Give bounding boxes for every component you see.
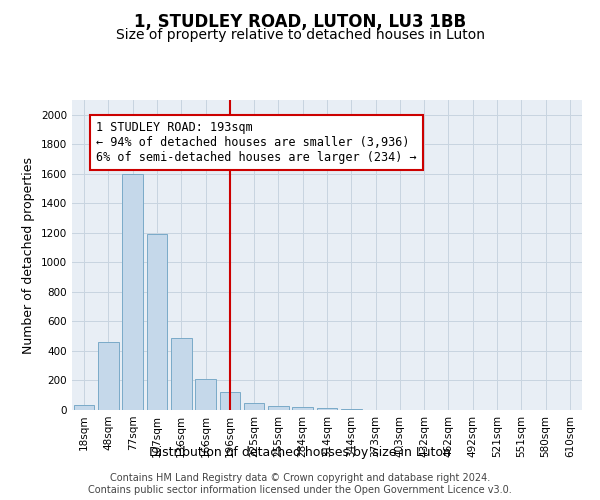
Bar — [122, 174, 143, 410]
Text: 1, STUDLEY ROAD, LUTON, LU3 1BB: 1, STUDLEY ROAD, LUTON, LU3 1BB — [134, 12, 466, 30]
Text: Distribution of detached houses by size in Luton: Distribution of detached houses by size … — [149, 446, 451, 459]
Bar — [146, 234, 167, 410]
Bar — [220, 392, 240, 410]
Y-axis label: Number of detached properties: Number of detached properties — [22, 156, 35, 354]
Bar — [244, 402, 265, 410]
Text: Size of property relative to detached houses in Luton: Size of property relative to detached ho… — [115, 28, 485, 42]
Bar — [195, 379, 216, 410]
Bar — [268, 406, 289, 410]
Bar — [317, 408, 337, 410]
Text: 1 STUDLEY ROAD: 193sqm
← 94% of detached houses are smaller (3,936)
6% of semi-d: 1 STUDLEY ROAD: 193sqm ← 94% of detached… — [96, 120, 417, 164]
Bar — [74, 405, 94, 410]
Bar — [292, 407, 313, 410]
Text: Contains HM Land Registry data © Crown copyright and database right 2024.
Contai: Contains HM Land Registry data © Crown c… — [88, 474, 512, 495]
Bar — [98, 342, 119, 410]
Bar — [171, 338, 191, 410]
